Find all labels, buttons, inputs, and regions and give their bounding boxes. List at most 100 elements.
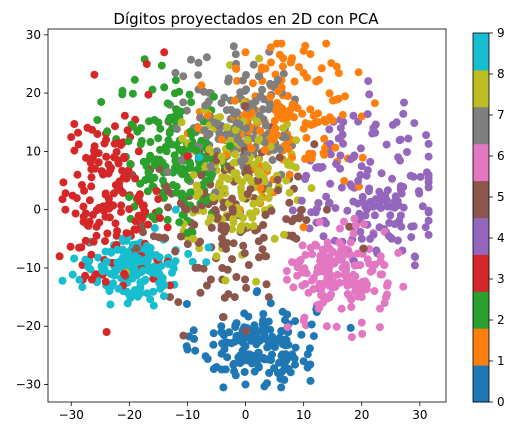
scatter-point-digit-0 xyxy=(307,377,315,385)
scatter-point-digit-5 xyxy=(133,244,141,252)
scatter-point-digit-5 xyxy=(274,186,282,194)
scatter-point-digit-7 xyxy=(194,71,202,79)
colorbar-segment xyxy=(473,254,489,291)
x-tick-label: −10 xyxy=(175,408,200,422)
scatter-point-digit-3 xyxy=(124,126,132,134)
scatter-point-digit-3 xyxy=(135,147,143,155)
scatter-point-digit-1 xyxy=(274,87,282,95)
scatter-point-digit-9 xyxy=(78,283,86,291)
scatter-point-digit-2 xyxy=(144,168,152,176)
scatter-point-digit-2 xyxy=(226,142,234,150)
scatter-point-digit-1 xyxy=(320,149,328,157)
scatter-point-digit-0 xyxy=(267,299,275,307)
scatter-point-digit-4 xyxy=(326,180,334,188)
scatter-point-digit-8 xyxy=(287,162,295,170)
scatter-point-digit-0 xyxy=(292,344,300,352)
scatter-point-digit-6 xyxy=(323,322,331,330)
scatter-point-digit-6 xyxy=(399,283,407,291)
scatter-point-digit-2 xyxy=(175,218,183,226)
scatter-point-digit-1 xyxy=(249,79,257,87)
scatter-point-digit-2 xyxy=(144,187,152,195)
y-tick-label: 0 xyxy=(33,203,41,217)
scatter-point-digit-3 xyxy=(121,112,129,120)
scatter-point-digit-0 xyxy=(209,341,217,349)
scatter-point-digit-6 xyxy=(383,282,391,290)
scatter-point-digit-0 xyxy=(310,332,318,340)
scatter-point-digit-1 xyxy=(371,99,379,107)
scatter-point-digit-5 xyxy=(171,248,179,256)
scatter-point-digit-1 xyxy=(301,42,309,50)
scatter-point-digit-3 xyxy=(123,229,131,237)
scatter-point-digit-5 xyxy=(231,293,239,301)
scatter-point-digit-1 xyxy=(307,121,315,129)
scatter-point-digit-1 xyxy=(261,146,269,154)
scatter-point-digit-7 xyxy=(250,61,258,69)
scatter-point-digit-3 xyxy=(144,221,152,229)
scatter-point-digit-5 xyxy=(241,276,249,284)
scatter-point-digit-6 xyxy=(310,285,318,293)
scatter-point-digit-3 xyxy=(144,91,152,99)
scatter-point-digit-7 xyxy=(179,72,187,80)
scatter-point-digit-2 xyxy=(187,98,195,106)
scatter-point-digit-5 xyxy=(222,225,230,233)
scatter-point-digit-1 xyxy=(279,62,287,70)
scatter-point-digit-9 xyxy=(145,267,153,275)
scatter-point-digit-3 xyxy=(74,171,82,179)
scatter-point-digit-2 xyxy=(129,90,137,98)
scatter-point-digit-4 xyxy=(349,112,357,120)
scatter-point-digit-1 xyxy=(266,93,274,101)
scatter-point-digit-6 xyxy=(354,293,362,301)
scatter-point-digit-0 xyxy=(308,321,316,329)
scatter-point-digit-9 xyxy=(59,277,67,285)
scatter-point-digit-0 xyxy=(232,371,240,379)
scatter-point-digit-2 xyxy=(141,176,149,184)
scatter-point-digit-7 xyxy=(200,88,208,96)
scatter-point-digit-2 xyxy=(163,147,171,155)
scatter-point-digit-7 xyxy=(173,125,181,133)
scatter-point-digit-5 xyxy=(155,233,163,241)
x-tick-label: 30 xyxy=(412,408,427,422)
scatter-point-digit-5 xyxy=(262,211,270,219)
scatter-point-digit-2 xyxy=(131,76,139,84)
colorbar-tick-label: 3 xyxy=(497,272,505,286)
scatter-point-digit-1 xyxy=(306,105,314,113)
scatter-point-digit-2 xyxy=(202,197,210,205)
scatter-point-digit-4 xyxy=(385,219,393,227)
scatter-point-digit-3 xyxy=(113,227,121,235)
colorbar-tick-label: 0 xyxy=(497,395,505,409)
scatter-point-digit-1 xyxy=(273,131,281,139)
scatter-point-digit-3 xyxy=(87,251,95,259)
scatter-point-digit-1 xyxy=(322,118,330,126)
colorbar-tick-label: 2 xyxy=(497,313,505,327)
colorbar-segment xyxy=(473,365,489,402)
scatter-point-digit-8 xyxy=(244,136,252,144)
scatter-point-digit-1 xyxy=(291,78,299,86)
colorbar-tick-label: 7 xyxy=(497,108,505,122)
scatter-point-digit-5 xyxy=(177,233,185,241)
scatter-point-digit-3 xyxy=(103,230,111,238)
scatter-point-digit-5 xyxy=(245,261,253,269)
scatter-point-digit-4 xyxy=(399,110,407,118)
scatter-point-digit-6 xyxy=(353,280,361,288)
scatter-point-digit-6 xyxy=(352,222,360,230)
scatter-point-digit-8 xyxy=(265,194,273,202)
scatter-point-digit-8 xyxy=(207,214,215,222)
scatter-point-digit-7 xyxy=(232,50,240,58)
scatter-point-digit-8 xyxy=(216,113,224,121)
scatter-point-digit-5 xyxy=(197,289,205,297)
scatter-point-digit-6 xyxy=(318,284,326,292)
scatter-point-digit-5 xyxy=(218,264,226,272)
scatter-point-digit-9 xyxy=(164,260,172,268)
scatter-point-digit-0 xyxy=(222,365,230,373)
scatter-point-digit-3 xyxy=(67,133,75,141)
scatter-point-digit-2 xyxy=(125,137,133,145)
scatter-point-digit-8 xyxy=(279,124,287,132)
scatter-point-digit-5 xyxy=(220,313,228,321)
scatter-point-digit-0 xyxy=(300,357,308,365)
scatter-point-digit-3 xyxy=(75,140,83,148)
scatter-point-digit-0 xyxy=(191,347,199,355)
scatter-point-digit-0 xyxy=(240,350,248,358)
scatter-point-digit-3 xyxy=(160,48,168,56)
scatter-point-digit-1 xyxy=(318,64,326,72)
